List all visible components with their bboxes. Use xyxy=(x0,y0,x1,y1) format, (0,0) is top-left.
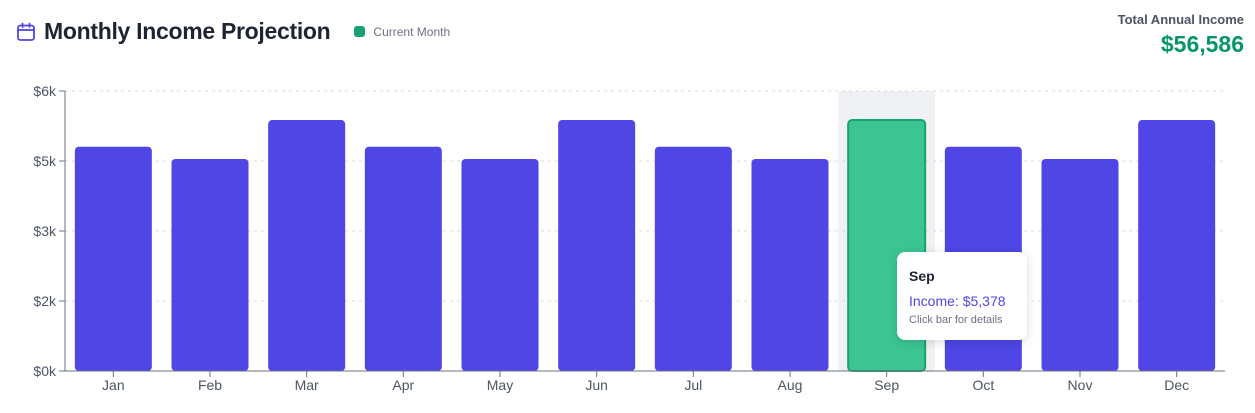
bar-may[interactable] xyxy=(461,158,539,371)
x-tick-label-feb: Feb xyxy=(198,377,222,393)
chart-title: Monthly Income Projection xyxy=(44,18,331,44)
x-tick-label-mar: Mar xyxy=(295,377,319,393)
bar-jan[interactable] xyxy=(74,146,152,371)
x-tick-label-aug: Aug xyxy=(778,377,803,393)
total-annual-label: Total Annual Income xyxy=(1117,12,1244,27)
tooltip-income: Income: $5,378 xyxy=(909,293,1006,309)
y-tick-label: $6k xyxy=(33,83,57,99)
bar-apr[interactable] xyxy=(364,146,442,371)
x-tick-label-may: May xyxy=(487,377,513,393)
annual-total: Total Annual Income $56,586 xyxy=(1118,12,1244,58)
chart-header: Monthly Income Projection Current Month xyxy=(16,18,450,45)
y-tick-label: $2k xyxy=(33,293,57,309)
bar-feb[interactable] xyxy=(171,158,249,371)
x-tick-label-sep: Sep xyxy=(874,377,899,393)
legend: Current Month xyxy=(354,25,450,39)
y-tick-label: $0k xyxy=(33,363,57,379)
bar-aug[interactable] xyxy=(751,158,829,371)
bar-jul[interactable] xyxy=(654,146,732,371)
x-tick-label-oct: Oct xyxy=(972,377,994,393)
bar-jun[interactable] xyxy=(558,120,636,371)
x-tick-label-dec: Dec xyxy=(1164,377,1189,393)
x-tick-label-jun: Jun xyxy=(585,377,608,393)
total-annual-value: $56,586 xyxy=(1160,31,1244,57)
tooltip-month: Sep xyxy=(909,268,935,284)
legend-label: Current Month xyxy=(373,24,451,39)
bar-dec[interactable] xyxy=(1138,120,1216,371)
bar-mar[interactable] xyxy=(268,120,346,371)
x-tick-label-nov: Nov xyxy=(1068,377,1093,393)
bar-nov[interactable] xyxy=(1041,158,1119,371)
y-tick-label: $3k xyxy=(33,223,57,239)
x-tick-label-apr: Apr xyxy=(392,377,414,393)
y-tick-label: $5k xyxy=(33,153,57,169)
calendar-icon xyxy=(16,22,36,42)
legend-swatch-current xyxy=(354,26,366,37)
x-tick-label-jan: Jan xyxy=(102,377,125,393)
bar-tooltip: Sep Income: $5,378 Click bar for details xyxy=(897,252,1027,340)
x-tick-label-jul: Jul xyxy=(684,377,702,393)
tooltip-hint: Click bar for details xyxy=(909,314,1003,326)
